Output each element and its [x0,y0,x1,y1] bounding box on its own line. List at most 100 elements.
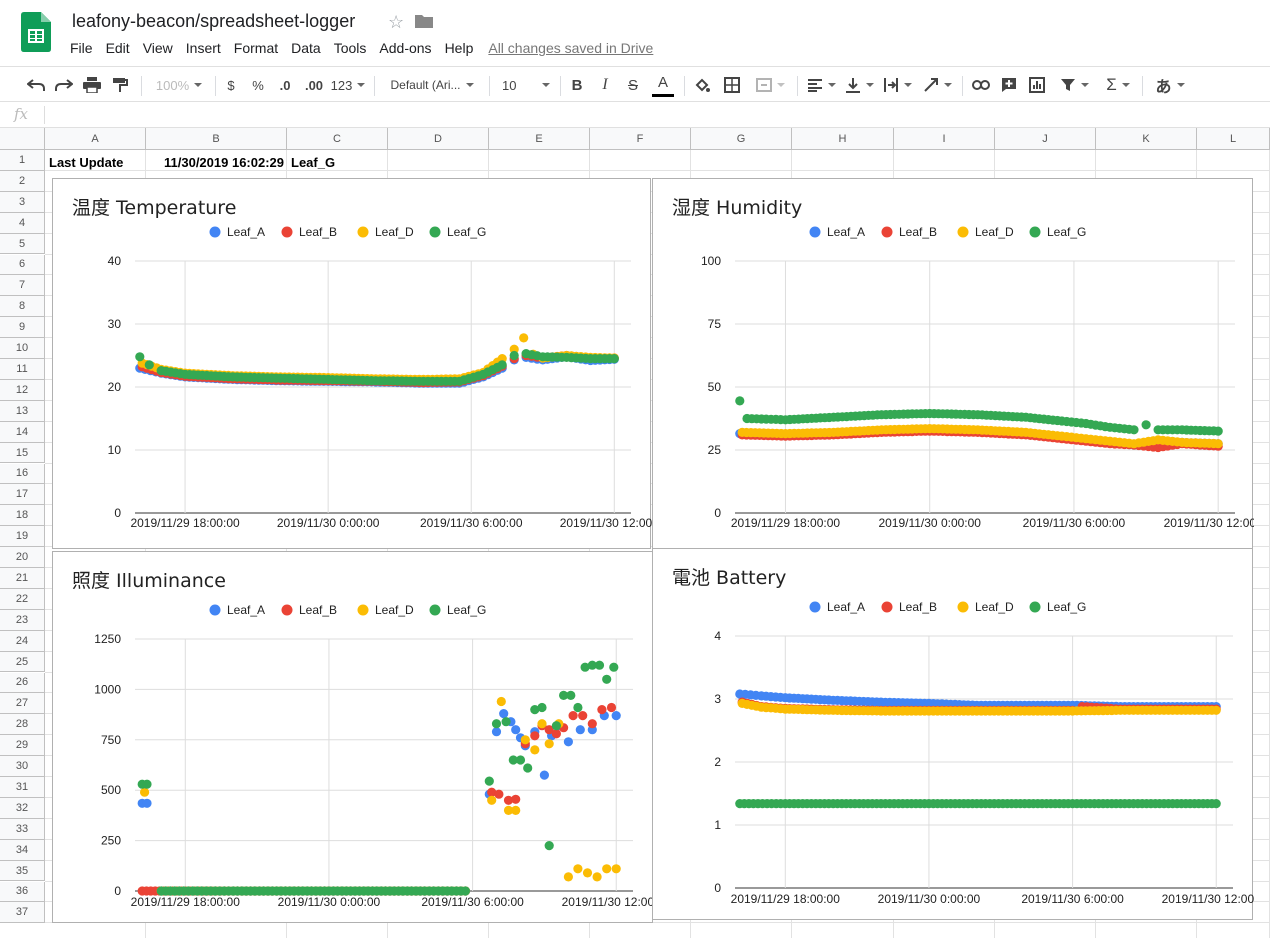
row-header-7[interactable]: 7 [0,275,45,297]
font-select[interactable]: Default (Ari... [384,67,480,103]
row-header-25[interactable]: 25 [0,651,45,673]
row-header-20[interactable]: 20 [0,547,45,568]
menu-format[interactable]: Format [233,40,279,56]
insert-link-icon[interactable] [970,67,992,103]
folder-icon[interactable] [415,14,433,28]
functions-icon[interactable]: Σ [1100,67,1136,103]
text-wrapping-icon[interactable] [880,67,914,103]
sheet-grid[interactable]: Last Update 11/30/2019 16:02:29 Leaf_G 温… [0,128,1270,938]
row-header-16[interactable]: 16 [0,463,45,485]
humidity-chart[interactable]: 湿度 Humidity Leaf_A Leaf_B Leaf_D Leaf_G 0 25 50… [652,178,1254,549]
strikethrough-button[interactable]: S [627,76,638,94]
illuminance-chart[interactable]: 照度 Illuminance Leaf_A Leaf_B Leaf_D Leaf_G 0 2… [52,551,654,923]
menu-file[interactable]: File [70,40,93,56]
row-header-33[interactable]: 33 [0,818,45,840]
star-icon[interactable]: ☆ [388,12,405,32]
column-header-l[interactable]: L [1197,128,1270,150]
zoom-select[interactable]: 100% [150,67,208,103]
fill-color-icon[interactable] [692,67,712,103]
column-header-e[interactable]: E [489,128,590,150]
insert-chart-icon[interactable] [1026,67,1048,103]
temperature-chart[interactable]: 温度 Temperature Leaf_A Leaf_B Leaf_D Leaf_G 0 1… [52,178,652,549]
column-header-g[interactable]: G [691,128,792,150]
column-header-k[interactable]: K [1096,128,1197,150]
insert-comment-icon[interactable] [998,67,1020,103]
row-header-29[interactable]: 29 [0,735,45,757]
row-header-22[interactable]: 22 [0,588,45,610]
font-size-select[interactable]: 10 [498,67,554,103]
battery-chart[interactable]: 電池 Battery Leaf_A Leaf_B Leaf_D Leaf_G 0 1 2 3 4 2… [652,548,1254,920]
row-header-23[interactable]: 23 [0,609,45,631]
row-header-6[interactable]: 6 [0,254,45,276]
row-header-4[interactable]: 4 [0,212,45,234]
currency-format-button[interactable]: $ [227,77,235,93]
row-header-31[interactable]: 31 [0,777,45,798]
row-header-8[interactable]: 8 [0,296,45,318]
document-title[interactable]: leafony-beacon/spreadsheet-logger [72,11,356,31]
row-header-30[interactable]: 30 [0,756,45,777]
column-header-d[interactable]: D [388,128,489,150]
borders-icon[interactable] [722,67,742,103]
paint-format-icon[interactable] [108,67,132,103]
row-header-1[interactable]: 1 [0,150,45,171]
input-tools-button[interactable]: あ [1150,67,1190,103]
row-header-34[interactable]: 34 [0,839,45,861]
vertical-align-icon[interactable] [842,67,876,103]
bold-button[interactable]: B [571,76,583,94]
decrease-decimal-button[interactable]: .0 [279,77,291,93]
cell-b1[interactable]: 11/30/2019 16:02:29 [164,155,284,170]
row-header-28[interactable]: 28 [0,714,45,736]
row-header-35[interactable]: 35 [0,860,45,882]
sheets-logo-icon[interactable] [21,12,51,52]
italic-button[interactable]: I [602,76,608,93]
select-all-corner[interactable] [0,128,45,150]
filter-icon[interactable] [1054,67,1094,103]
row-header-11[interactable]: 11 [0,359,45,380]
row-header-2[interactable]: 2 [0,170,45,192]
row-header-37[interactable]: 37 [0,902,45,924]
row-header-13[interactable]: 13 [0,400,45,422]
redo-icon[interactable] [52,67,76,103]
row-header-3[interactable]: 3 [0,191,45,213]
row-header-12[interactable]: 12 [0,379,45,401]
menu-addons[interactable]: Add-ons [379,40,432,56]
row-header-32[interactable]: 32 [0,797,45,819]
row-header-24[interactable]: 24 [0,630,45,652]
row-header-9[interactable]: 9 [0,317,45,339]
row-header-5[interactable]: 5 [0,233,45,255]
row-header-27[interactable]: 27 [0,693,45,715]
column-header-f[interactable]: F [590,128,691,150]
horizontal-align-icon[interactable] [804,67,838,103]
number-format-select[interactable]: 123 [330,67,366,103]
print-icon[interactable] [80,67,104,103]
row-header-36[interactable]: 36 [0,881,45,903]
menu-edit[interactable]: Edit [105,40,130,56]
save-status-link[interactable]: All changes saved in Drive [488,40,654,56]
row-header-14[interactable]: 14 [0,421,45,443]
column-header-i[interactable]: I [894,128,995,150]
column-header-c[interactable]: C [287,128,388,150]
column-header-a[interactable]: A [45,128,146,150]
row-header-19[interactable]: 19 [0,526,45,548]
column-header-h[interactable]: H [792,128,894,150]
row-header-21[interactable]: 21 [0,568,45,589]
row-header-17[interactable]: 17 [0,484,45,506]
row-header-10[interactable]: 10 [0,338,45,359]
menu-view[interactable]: View [142,40,173,56]
menu-data[interactable]: Data [291,40,321,56]
merge-cells-icon[interactable] [750,67,790,103]
percent-format-button[interactable]: % [252,77,264,93]
undo-icon[interactable] [24,67,48,103]
menu-tools[interactable]: Tools [333,40,367,56]
column-header-b[interactable]: B [146,128,287,150]
row-header-26[interactable]: 26 [0,672,45,694]
column-header-j[interactable]: J [995,128,1096,150]
text-rotation-icon[interactable] [920,67,954,103]
cell-a1[interactable]: Last Update [49,155,124,170]
menu-insert[interactable]: Insert [185,40,221,56]
cell-c1[interactable]: Leaf_G [291,155,336,170]
row-header-15[interactable]: 15 [0,442,45,464]
text-color-button[interactable]: A [652,71,674,97]
row-header-18[interactable]: 18 [0,505,45,527]
menu-help[interactable]: Help [444,40,474,56]
